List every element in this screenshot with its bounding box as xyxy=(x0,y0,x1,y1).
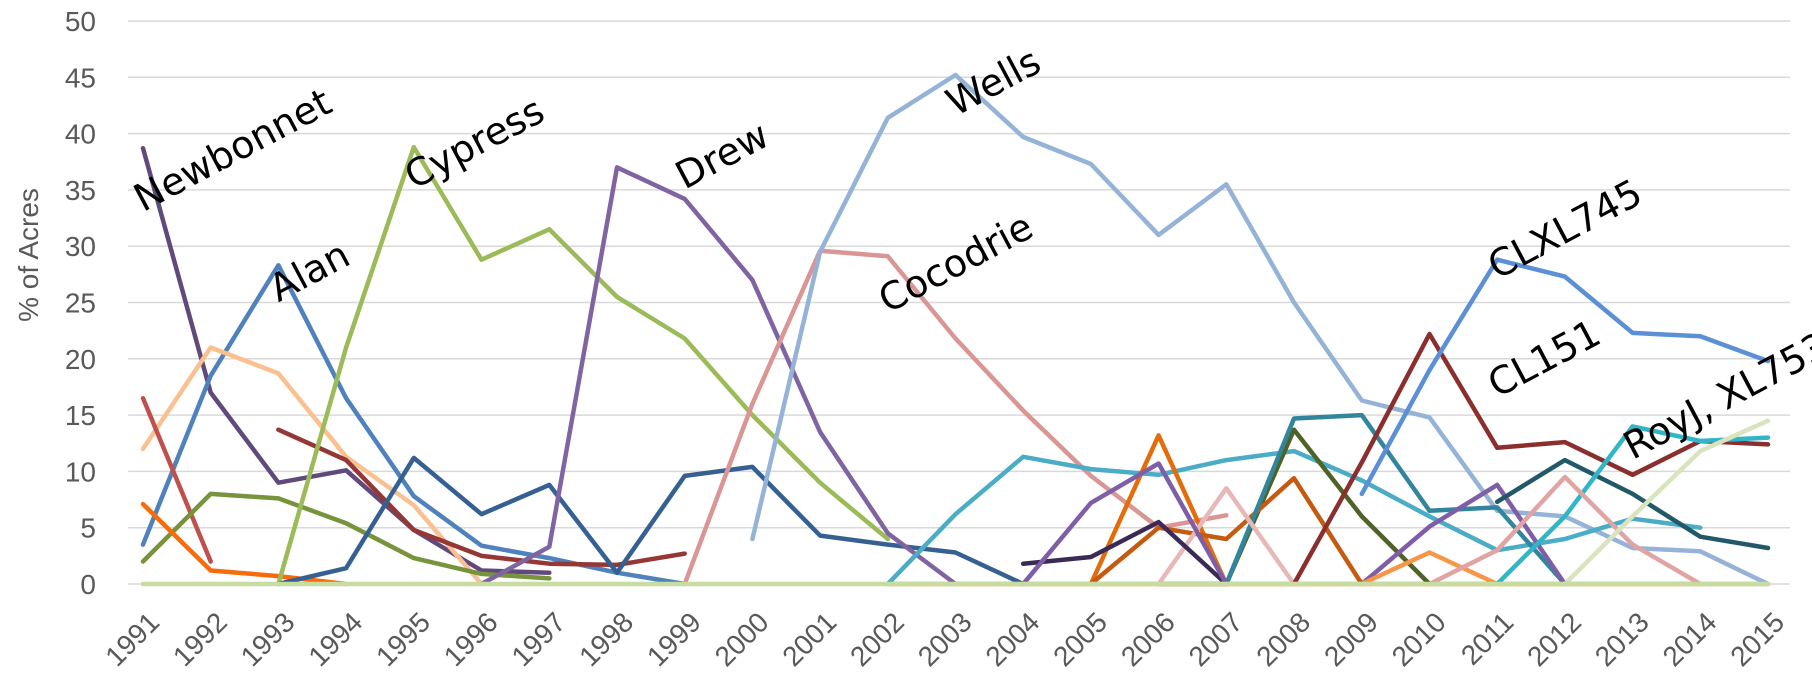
series-annotation: Drew xyxy=(668,113,776,198)
series-annotation: CL151 xyxy=(1481,311,1608,406)
series-line-12 xyxy=(750,72,1771,587)
x-tick-label: 1996 xyxy=(438,606,504,672)
x-tick-label: 2006 xyxy=(1115,606,1181,672)
series-line-27 xyxy=(1562,418,1771,587)
x-tick-label: 1993 xyxy=(235,606,301,672)
x-tick-label: 2000 xyxy=(709,606,775,672)
series-line-11 xyxy=(682,248,1229,587)
y-tick-label: 20 xyxy=(65,344,96,375)
x-tick-label: 2005 xyxy=(1047,606,1113,672)
x-tick-label: 1994 xyxy=(302,606,368,672)
x-tick-label: 2004 xyxy=(979,606,1045,672)
x-tick-label: 2009 xyxy=(1318,606,1384,672)
x-tick-label: 1999 xyxy=(641,606,707,672)
y-axis-ticks: 0 5 10 15 20 25 30 35 40 45 50 xyxy=(65,6,96,600)
x-tick-label: 2003 xyxy=(912,606,978,672)
series-annotation: Cocodrie xyxy=(871,204,1040,322)
series-annotation: Cypress xyxy=(397,88,551,198)
y-tick-label: 30 xyxy=(65,231,96,262)
series-annotation: Newbonnet xyxy=(127,80,339,221)
x-tick-label: 1992 xyxy=(167,606,233,672)
series-line-17 xyxy=(1224,412,1568,587)
series-line-9 xyxy=(276,455,1026,587)
series-line-6 xyxy=(140,491,552,581)
y-tick-label: 5 xyxy=(80,513,96,544)
x-axis-ticks: 1991 1992 1993 1994 1995 1996 1997 1998 1999 2000… xyxy=(99,606,1790,672)
series-line-10 xyxy=(479,165,958,587)
series-line-24 xyxy=(1494,457,1771,551)
x-tick-label: 2001 xyxy=(776,606,842,672)
series-line-19 xyxy=(1020,519,1229,587)
series-line-2 xyxy=(140,263,687,587)
series-line-14 xyxy=(1088,433,1229,587)
series-annotation: CLXL745 xyxy=(1481,170,1649,287)
y-tick-label: 45 xyxy=(65,62,96,93)
x-tick-label: 2014 xyxy=(1657,606,1723,672)
y-tick-label: 0 xyxy=(80,569,96,600)
series-line-16 xyxy=(1088,475,1365,587)
series-line-13 xyxy=(885,448,1703,587)
y-axis-title: % of Acres xyxy=(13,188,44,322)
series-annotation: Alan xyxy=(262,232,357,310)
y-tick-label: 10 xyxy=(65,456,96,487)
x-tick-label: 2002 xyxy=(844,606,910,672)
y-tick-label: 50 xyxy=(65,6,96,37)
x-tick-label: 2011 xyxy=(1455,606,1520,671)
x-tick-label: 1998 xyxy=(573,606,639,672)
series-line-8 xyxy=(276,144,891,587)
series-line-23 xyxy=(1359,550,1500,587)
x-tick-label: 1995 xyxy=(370,606,436,672)
series-line-21 xyxy=(1291,331,1771,587)
x-tick-label: 2007 xyxy=(1183,606,1249,672)
y-tick-label: 40 xyxy=(65,119,96,150)
series-line-3 xyxy=(140,345,484,587)
series-line-20 xyxy=(1020,461,1568,587)
y-tick-label: 35 xyxy=(65,175,96,206)
series-line-5 xyxy=(276,427,687,568)
series-line-1 xyxy=(140,145,552,575)
x-tick-label: 2015 xyxy=(1724,606,1790,672)
x-tick-label: 2010 xyxy=(1386,606,1452,672)
y-tick-label: 15 xyxy=(65,400,96,431)
y-tick-label: 25 xyxy=(65,288,96,319)
x-tick-label: 1991 xyxy=(99,606,165,672)
x-tick-label: 2008 xyxy=(1250,606,1316,672)
series-line-18 xyxy=(1156,486,1297,587)
series-line-4 xyxy=(140,395,213,564)
series-lines xyxy=(140,72,1771,587)
series-line-7 xyxy=(140,501,349,587)
series-line-22 xyxy=(1359,257,1771,497)
x-tick-label: 2012 xyxy=(1521,606,1587,672)
x-tick-label: 1997 xyxy=(506,606,572,672)
x-tick-label: 2013 xyxy=(1589,606,1655,672)
